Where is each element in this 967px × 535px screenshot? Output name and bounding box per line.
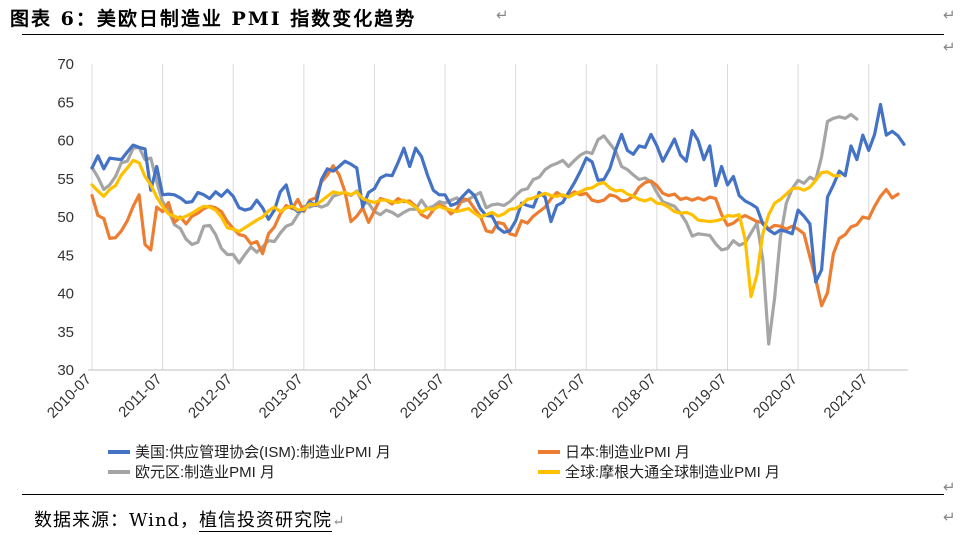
legend-label-3: 全球:摩根大通全球制造业PMI 月 (565, 463, 780, 481)
x-tick-label: 2012-07 (185, 371, 236, 422)
return-mark: ↵ (943, 6, 956, 24)
top-rule (22, 34, 944, 35)
x-tick-label: 2016-07 (468, 371, 519, 422)
y-tick-label: 55 (57, 171, 74, 188)
source-note: 数据来源：Wind，植信投资研究院↵ (34, 506, 346, 532)
source-label: 数据来源：Wind， (34, 510, 200, 531)
legend-label-2: 欧元区:制造业PMI 月 (135, 464, 275, 481)
x-tick-label: 2014-07 (326, 371, 377, 422)
x-tick-label: 2021-07 (821, 371, 872, 422)
x-tick-label: 2011-07 (115, 371, 165, 421)
x-tick-label: 2015-07 (397, 371, 448, 422)
grid-lines (88, 64, 908, 371)
chart-title: 图表 6：美欧日制造业 PMI 指数变化趋势 (10, 8, 417, 30)
y-tick-label: 50 (57, 209, 74, 226)
return-mark: ↵ (943, 478, 956, 496)
y-axis-ticks: 30 35 40 45 50 55 60 65 70 (57, 56, 74, 379)
series-lines (90, 102, 906, 346)
return-mark: ↵ (943, 508, 956, 526)
legend-label-0: 美国:供应管理协会(ISM):制造业PMI 月 (135, 443, 391, 461)
y-tick-label: 35 (57, 324, 74, 341)
y-tick-label: 60 (57, 133, 74, 150)
chart-legend: 美国:供应管理协会(ISM):制造业PMI 月 日本:制造业PMI 月欧元区:制造… (108, 443, 780, 481)
legend-label-1: 日本:制造业PMI 月 (565, 444, 690, 461)
x-tick-label: 2013-07 (256, 371, 307, 422)
y-tick-label: 45 (57, 247, 74, 264)
x-axis-ticks: 2010-07 2011-07 2012-07 2013-07 2014-07 2015-… (44, 371, 872, 422)
return-mark: ↵ (496, 6, 509, 24)
y-tick-label: 70 (57, 56, 74, 73)
x-tick-label: 2019-07 (679, 371, 730, 422)
y-tick-label: 40 (57, 286, 74, 303)
x-tick-label: 2020-07 (750, 371, 801, 422)
source-institution: 植信投资研究院 (199, 510, 333, 532)
return-mark: ↵ (332, 512, 346, 530)
series-line-0 (90, 102, 906, 284)
y-tick-label: 65 (57, 94, 74, 111)
x-tick-label: 2018-07 (609, 371, 660, 422)
bottom-rule (22, 494, 944, 495)
x-tick-label: 2017-07 (538, 371, 589, 422)
y-tick-label: 30 (57, 362, 74, 379)
series-line-3 (90, 158, 841, 299)
return-mark: ↵ (943, 38, 956, 56)
